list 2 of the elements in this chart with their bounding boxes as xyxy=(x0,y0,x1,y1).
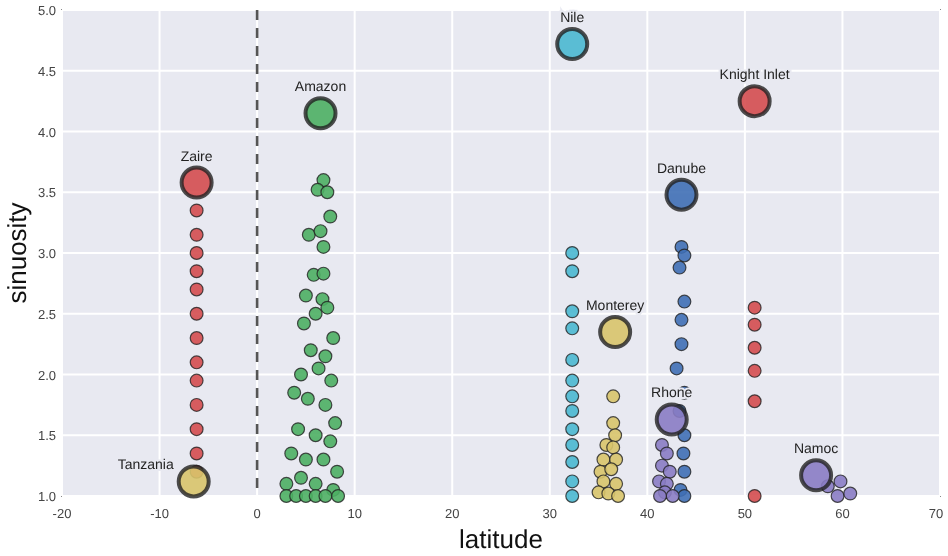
y-axis-title: sinuosity xyxy=(2,201,32,304)
x-axis-title: latitude xyxy=(459,524,543,554)
